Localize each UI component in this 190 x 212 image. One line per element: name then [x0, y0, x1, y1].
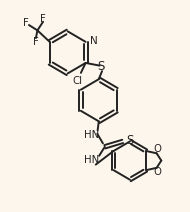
Text: O: O [153, 167, 161, 177]
Text: S: S [97, 60, 105, 73]
Text: F: F [23, 18, 29, 28]
Text: F: F [40, 14, 46, 24]
Text: O: O [153, 144, 161, 154]
Text: HN: HN [84, 130, 99, 140]
Text: S: S [126, 134, 134, 147]
Text: HN: HN [84, 155, 99, 165]
Text: Cl: Cl [73, 75, 82, 85]
Text: F: F [33, 37, 39, 47]
Text: N: N [90, 36, 97, 46]
